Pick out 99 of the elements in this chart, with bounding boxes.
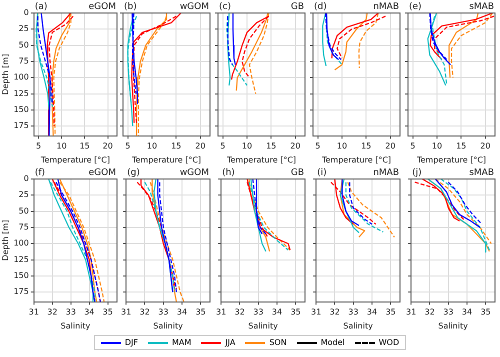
chart-title: (g) [127,168,140,178]
x-tick-label: 32 [424,308,435,317]
legend-label: Model [320,338,345,347]
x-tick-label: 15 [171,142,182,151]
chart-subtitle: GB [290,2,304,12]
x-tick-label: 10 [432,142,442,151]
x-axis-title: Salinity [153,321,184,330]
x-tick-label: 10 [56,142,67,151]
x-tick-label: 5 [220,142,226,151]
x-axis-title: Temperature [°C] [416,155,486,164]
y-axis-title: Depth [m] [0,220,10,261]
y-tick-label: 175 [14,287,29,296]
x-tick-label: 20 [195,142,206,151]
y-tick-label: 75 [18,56,29,66]
y-tick-label: 0 [24,8,29,18]
chart-subtitle: eGOM [88,2,116,12]
x-tick-label: 32 [330,308,340,317]
y-tick-label: 100 [14,238,29,248]
x-tick-label: 32 [140,308,150,317]
chart-title: (j) [412,168,422,178]
chart-subtitle: GB [290,168,304,178]
x-tick-label: 10 [336,142,348,151]
x-tick-label: 5 [315,142,320,151]
x-tick-label: 20 [290,142,300,151]
chart-subtitle: eGOM [88,168,116,178]
x-tick-label: 32 [234,308,245,317]
x-tick-label: 15 [266,142,276,151]
x-tick-label: 15 [456,142,466,151]
legend-label: JJA [225,338,236,347]
y-axis-title: Depth [m] [0,54,10,95]
x-tick-label: 10 [242,142,252,151]
x-tick-label: 34 [84,308,94,317]
x-tick-label: 34 [462,308,472,317]
x-tick-label: 5 [410,142,416,151]
x-tick-label: 15 [361,142,372,151]
legend-label: SON [269,338,287,347]
legend-label: WOD [378,338,400,347]
x-tick-label: 33 [443,308,454,317]
x-tick-label: 20 [480,142,490,151]
x-tick-label: 31 [120,308,132,317]
chart-subtitle: wGOM [180,168,209,178]
x-axis-title: Temperature [°C] [40,155,110,164]
chart-subtitle: sMAB [469,168,494,178]
chart-title: (a) [34,2,48,12]
x-axis-title: Salinity [343,321,374,330]
x-tick-label: 15 [80,142,90,151]
x-tick-label: 5 [125,142,130,151]
x-axis-title: Salinity [60,321,90,330]
chart-title: (i) [317,168,327,178]
y-tick-label: 150 [14,105,29,114]
chart-subtitle: nMAB [373,2,399,12]
x-tick-label: 35 [480,308,491,317]
x-tick-label: 34 [176,308,188,317]
x-tick-label: 33 [66,308,76,317]
chart-title: (h) [222,168,235,178]
chart-title: (c) [219,2,231,12]
x-tick-label: 20 [385,142,396,151]
y-tick-label: 100 [14,72,29,82]
x-tick-label: 33 [348,308,358,317]
x-tick-label: 31 [28,308,39,317]
x-tick-label: 31 [310,308,322,317]
chart-title: (f) [34,168,46,178]
y-tick-label: 125 [14,254,29,264]
x-tick-label: 33 [253,308,264,317]
x-axis-title: Temperature [°C] [226,155,296,164]
y-tick-label: 0 [24,174,29,184]
y-tick-label: 50 [18,206,29,216]
legend-label: MAM [172,338,192,347]
x-tick-label: 35 [102,308,113,317]
chart-title: (d) [314,2,327,12]
y-tick-label: 75 [18,222,29,232]
y-tick-label: 25 [18,24,29,34]
x-axis-title: Salinity [438,321,468,330]
y-tick-label: 175 [14,121,29,130]
x-axis-title: Temperature [°C] [130,155,202,164]
x-tick-label: 5 [36,142,42,151]
y-tick-label: 50 [18,40,29,50]
chart-subtitle: nMAB [373,168,399,178]
x-tick-label: 31 [216,308,226,317]
y-tick-label: 125 [14,88,29,98]
x-tick-label: 35 [386,308,396,317]
x-axis-title: Salinity [248,321,278,330]
x-axis-title: Temperature [°C] [320,155,392,164]
legend-label: DJF [124,338,138,347]
chart-subtitle: wGOM [180,2,209,12]
x-tick-label: 35 [290,308,301,317]
chart-subtitle: sMAB [469,2,494,12]
x-tick-label: 35 [196,308,206,317]
x-tick-label: 34 [272,308,282,317]
x-tick-label: 33 [158,308,168,317]
y-tick-label: 150 [14,271,29,280]
x-tick-label: 32 [47,308,58,317]
x-tick-label: 10 [146,142,158,151]
x-tick-label: 31 [406,308,416,317]
x-tick-label: 34 [366,308,378,317]
y-tick-label: 25 [18,190,29,200]
x-tick-label: 20 [102,142,113,151]
chart-title: (e) [409,2,422,12]
chart-title: (b) [124,2,137,12]
